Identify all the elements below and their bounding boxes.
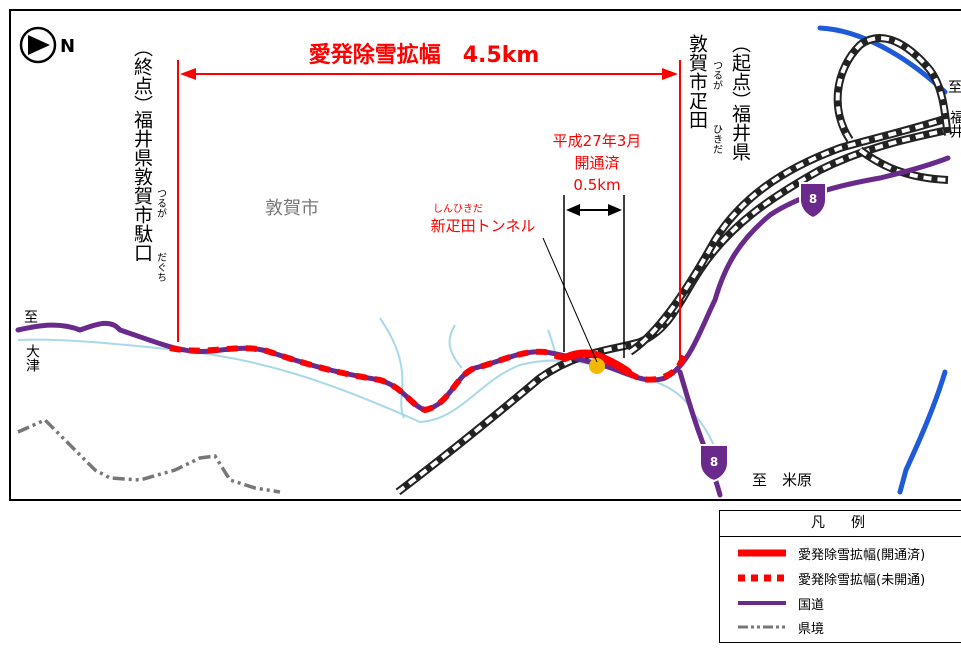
solid-red-line-icon [738, 549, 786, 557]
legend-title: 凡 例 [720, 511, 961, 537]
direction-maibara: 至 米原 [752, 471, 812, 489]
direction-otsu-to: 至 [24, 310, 38, 326]
end-point-address: 福井県敦賀市駄口 [131, 110, 153, 262]
direction-fukui-to: 至 [948, 80, 961, 96]
start-point-city: 敦賀市疋田 [686, 34, 708, 129]
purple-line-icon [738, 601, 786, 605]
gray-dash-dot-line-icon [738, 625, 786, 629]
start-point-ruby-tsuruga: つるが [711, 60, 723, 90]
tunnel-name: 新疋田トンネル [431, 217, 536, 235]
major-river [817, 25, 948, 495]
opened-span-indicator [563, 195, 625, 358]
project-title: 愛発除雪拡幅 4.5km [309, 42, 540, 68]
route-8-shield-north: 8 [799, 182, 827, 220]
start-point-ruby-hikida: ひきだ [711, 124, 723, 154]
dashed-red-line-icon [738, 574, 786, 582]
legend-label: 愛発除雪拡幅(開通済) [798, 548, 926, 563]
north-arrow-icon [19, 26, 57, 64]
opened-status: 開通済 [574, 154, 619, 172]
route-8-shield-south: 8 [699, 444, 729, 483]
city-label: 敦賀市 [265, 198, 319, 219]
end-point-ruby-tsuruga: つるが [155, 188, 167, 218]
svg-text:8: 8 [710, 455, 718, 469]
map-legend: 凡 例 愛発除雪拡幅(開通済) 愛発除雪拡幅(未開通) 国道 県境 [719, 510, 961, 643]
legend-label: 愛発除雪拡幅(未開通) [798, 573, 926, 588]
legend-label: 国道 [798, 598, 825, 613]
legend-item-opened: 愛発除雪拡幅(開通済) [720, 541, 961, 565]
start-point-pref: 福井県 [729, 104, 751, 161]
tunnel-ruby: しんひきだ [433, 203, 483, 215]
opened-length: 0.5km [573, 176, 620, 194]
span-indicator [177, 60, 681, 364]
railway-lines [395, 34, 952, 496]
legend-item-prefecture-border: 県境 [720, 615, 961, 639]
legend-item-unopened: 愛発除雪拡幅(未開通) [720, 566, 961, 590]
start-point-prefix: （起点） [729, 34, 751, 110]
direction-otsu-place: 大津 [24, 344, 40, 372]
end-point-prefix: （終点） [131, 38, 153, 114]
opened-date: 平成27年3月 [553, 132, 642, 150]
compass-north-letter: N [60, 36, 75, 57]
svg-text:8: 8 [809, 192, 817, 206]
direction-fukui-place: 福井 [948, 110, 961, 139]
route-unopened-section [169, 345, 569, 414]
legend-item-national-road: 国道 [720, 591, 961, 615]
tunnel-leader-line [542, 237, 598, 363]
tunnel-marker [589, 358, 605, 374]
route-opened-section [561, 349, 632, 376]
end-point-ruby-daguchi: だぐち [155, 252, 167, 282]
legend-label: 県境 [798, 622, 825, 637]
